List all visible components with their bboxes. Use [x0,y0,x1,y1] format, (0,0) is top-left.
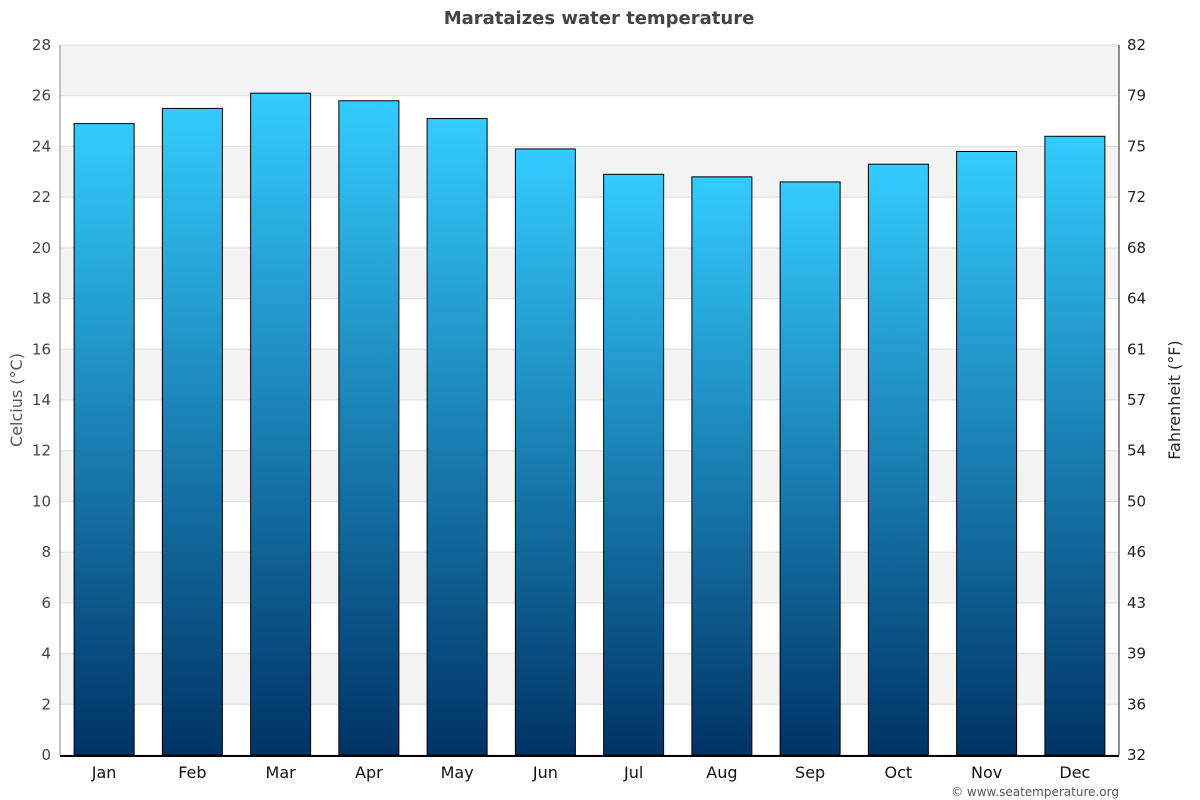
chart-title: Marataizes water temperature [444,8,755,29]
bar-feb [161,107,223,756]
bar-jan [73,123,135,756]
y-tick-label-right: 82 [1127,36,1146,54]
bar-aug [691,176,753,756]
y-tick-label-left: 0 [41,746,51,764]
bar-sep [779,181,841,756]
y-tick-label-left: 14 [32,391,51,409]
y-tick-label-left: 28 [32,36,51,54]
y-tick-label-right: 32 [1127,746,1146,764]
bar-nov [956,151,1018,756]
y-axis-label-right: Fahrenheit (°F) [1165,340,1184,459]
y-tick-label-right: 64 [1127,290,1146,308]
grid-band [60,146,1119,198]
bar-may [426,118,488,756]
x-tick-label: Jan [91,763,117,782]
x-tick-label: Jul [623,763,643,782]
y-tick-label-left: 6 [41,594,51,612]
bar-apr [338,100,400,756]
y-tick-label-left: 16 [32,340,51,358]
x-tick-label: Aug [706,763,737,782]
x-tick-label: Apr [355,763,383,782]
y-tick-label-left: 4 [41,645,51,663]
x-tick-label: Mar [266,763,297,782]
y-tick-label-right: 75 [1127,137,1146,155]
x-tick-label: Feb [178,763,206,782]
y-tick-label-right: 46 [1127,543,1146,561]
y-tick-label-right: 72 [1127,188,1146,206]
y-tick-label-left: 22 [32,188,51,206]
footer-credit: © www.seatemperature.org [951,785,1119,799]
y-tick-label-right: 54 [1127,442,1146,460]
grid-band [60,349,1119,400]
x-tick-label: Jun [532,763,558,782]
y-tick-label-left: 10 [32,492,51,510]
y-tick-label-left: 2 [41,695,51,713]
y-tick-label-right: 39 [1127,645,1146,663]
y-tick-label-left: 24 [32,137,51,155]
y-tick-label-right: 36 [1127,695,1146,713]
y-tick-label-left: 12 [32,442,51,460]
bar-mar [250,92,312,756]
y-axis-label-left: Celcius (°C) [7,353,26,447]
x-tick-label: Oct [885,763,913,782]
grid-band [60,450,1119,502]
grid-band [60,45,1119,96]
bar-jul [603,173,665,756]
y-tick-label-right: 43 [1127,594,1146,612]
y-tick-label-right: 61 [1127,340,1146,358]
y-tick-label-right: 50 [1127,492,1146,510]
y-tick-label-right: 79 [1127,87,1146,105]
bar-jun [514,148,576,756]
grid-band [60,247,1119,299]
x-tick-label: May [441,763,474,782]
grid-band [60,552,1119,603]
y-tick-label-left: 18 [32,290,51,308]
y-tick-label-left: 8 [41,543,51,561]
bar-dec [1044,135,1106,756]
y-tick-label-right: 68 [1127,239,1146,257]
y-tick-label-left: 20 [32,239,51,257]
grid-band [60,653,1119,705]
x-tick-label: Dec [1059,763,1090,782]
x-tick-label: Sep [795,763,825,782]
y-tick-label-right: 57 [1127,391,1146,409]
bar-oct [867,163,929,756]
x-tick-label: Nov [971,763,1002,782]
y-tick-label-left: 26 [32,87,51,105]
